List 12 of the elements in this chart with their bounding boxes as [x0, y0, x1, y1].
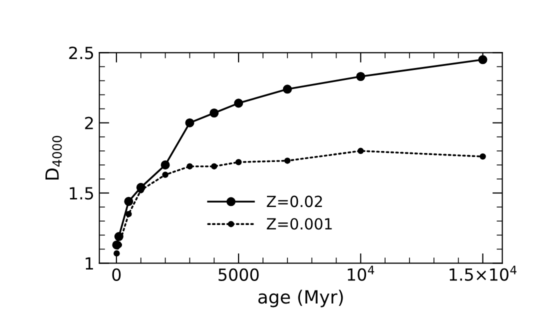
y-tick-label: 2	[85, 116, 93, 130]
x-tick-label: 0	[112, 268, 121, 281]
y-axis-title: D$_{4000}$	[46, 136, 62, 180]
y-tick-label: 1	[86, 257, 93, 270]
y-tick-label: 2.5	[69, 46, 94, 60]
x-tick-label: 1.5×10$^{4}$	[450, 266, 516, 281]
x-axis-title: age (Myr)	[258, 290, 343, 308]
legend-label: Z=0.001	[266, 218, 332, 230]
y-tick-label: 1.5	[70, 187, 94, 200]
x-tick-label: 5000	[218, 268, 259, 281]
legend-label: Z=0.02	[266, 196, 322, 208]
x-tick-label: 10$^{4}$	[348, 266, 374, 281]
